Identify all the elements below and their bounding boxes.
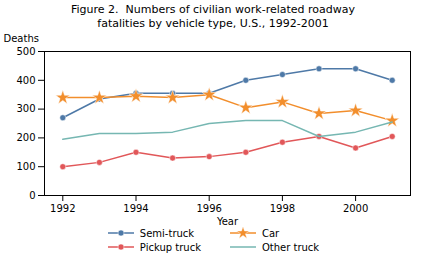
svg-text:1996: 1996 (196, 203, 221, 214)
svg-text:400: 400 (16, 75, 35, 86)
svg-text:100: 100 (16, 161, 35, 172)
svg-text:1992: 1992 (50, 203, 75, 214)
svg-text:300: 300 (16, 103, 35, 114)
svg-text:0: 0 (29, 190, 35, 201)
html-text:Other truck: Other truck (261, 241, 320, 253)
svg-text:2000: 2000 (343, 203, 368, 214)
html-text:Car: Car (261, 227, 280, 239)
svg-text:Deaths: Deaths (4, 33, 39, 44)
svg-text:200: 200 (16, 132, 35, 143)
html-text:Pickup truck: Pickup truck (139, 241, 201, 253)
svg-text:Year: Year (216, 216, 239, 227)
svg-text:1998: 1998 (270, 203, 295, 214)
html-text:Semi-truck: Semi-truck (139, 227, 195, 239)
svg-text:500: 500 (16, 46, 35, 57)
svg-text:1994: 1994 (123, 203, 148, 214)
html-text:Figure 2. Numbers of civilian: Figure 2. Numbers of civilian work-relat… (71, 3, 355, 30)
